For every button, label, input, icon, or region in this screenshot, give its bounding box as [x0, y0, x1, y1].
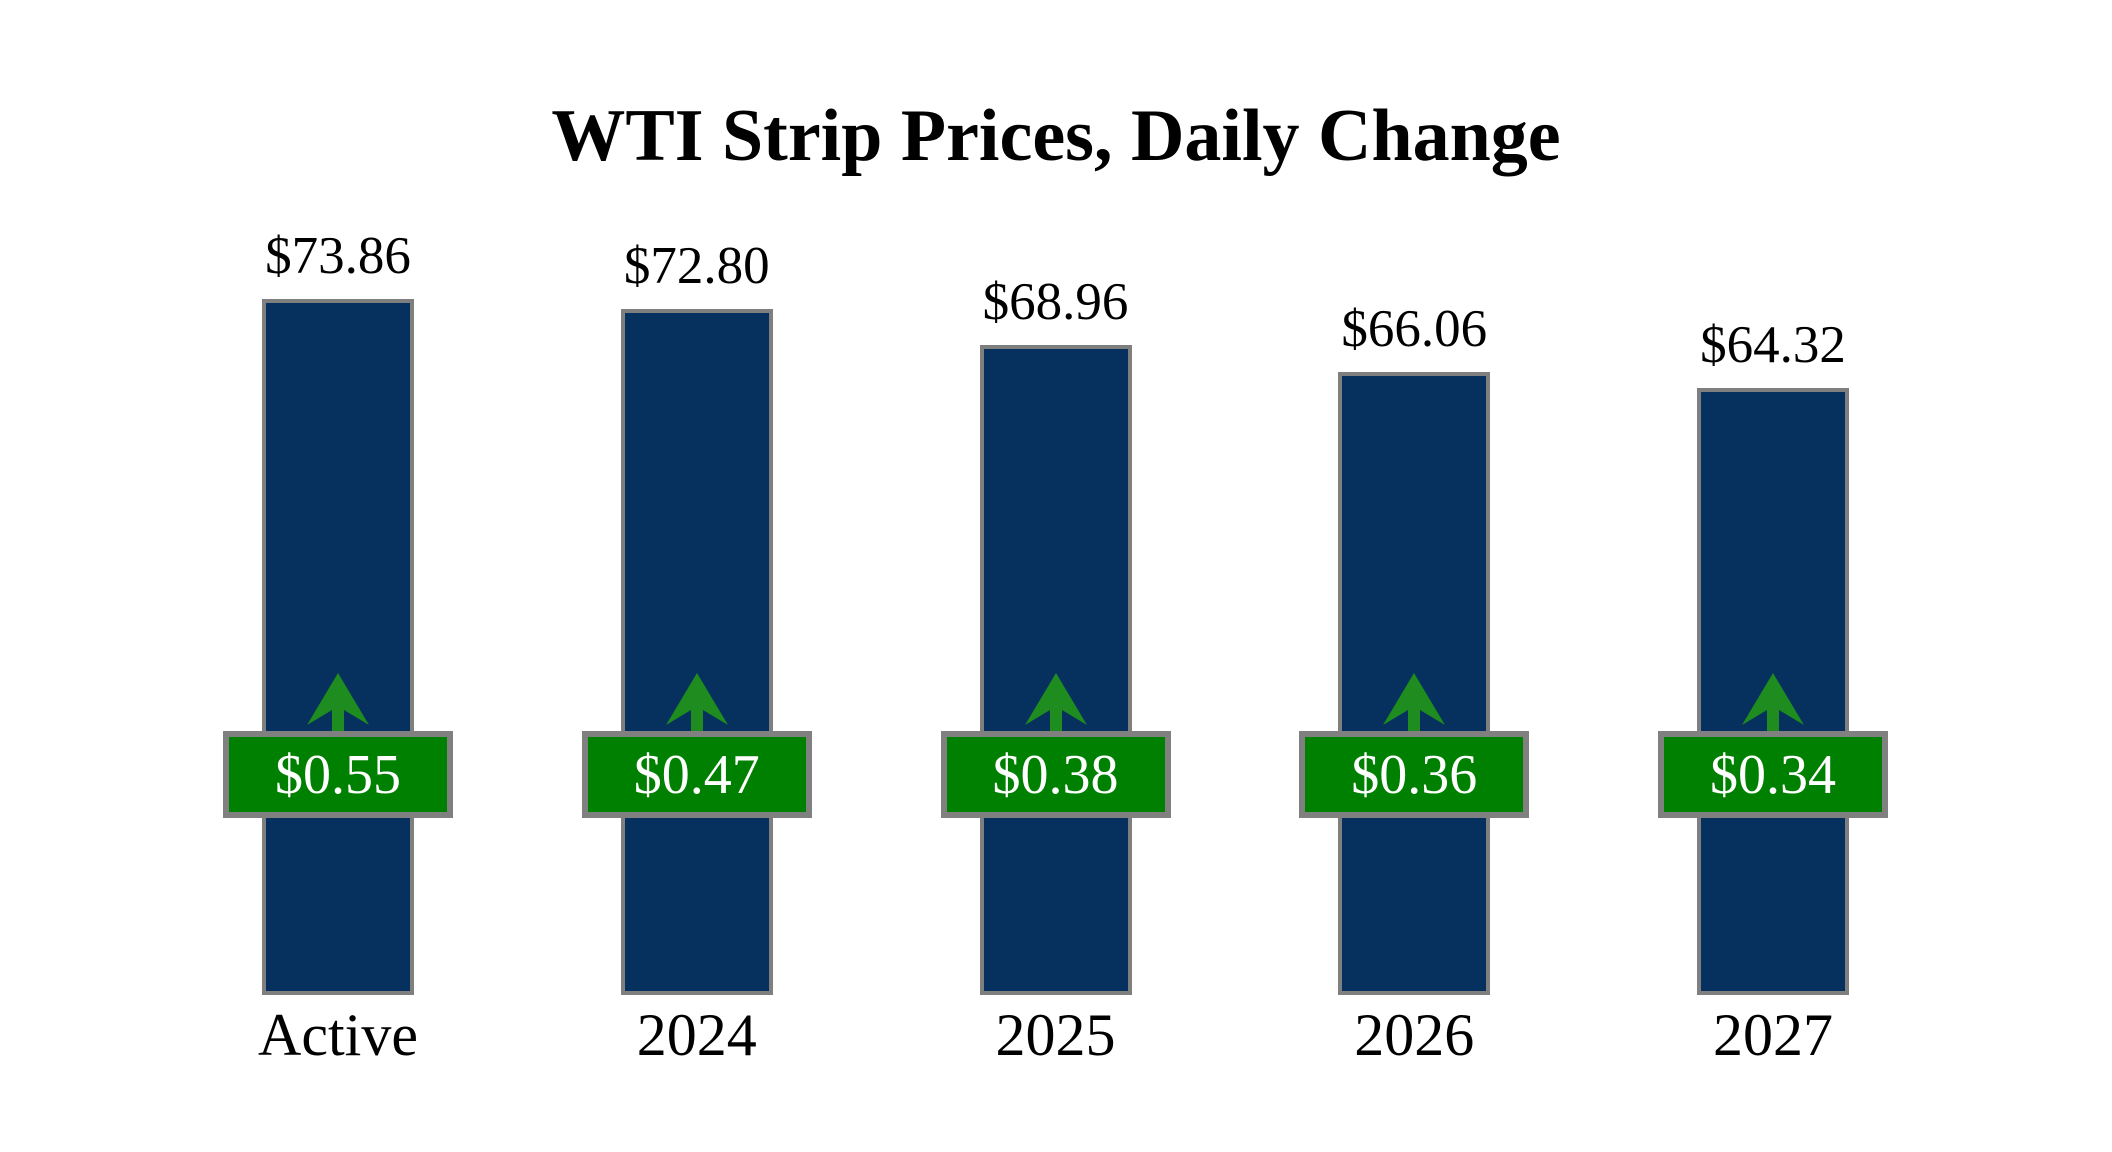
category-label: 2027 [1713, 1002, 1833, 1068]
up-arrow-icon [307, 673, 369, 731]
bar-value-label: $64.32 [1700, 315, 1846, 374]
bar-value-label: $72.80 [623, 236, 770, 295]
bar [1338, 371, 1491, 995]
up-arrow-icon [1742, 673, 1804, 731]
bar-value-label: $66.06 [1341, 299, 1488, 358]
daily-change-badge: $0.38 [940, 731, 1171, 818]
daily-change-label: $0.38 [992, 743, 1119, 806]
up-arrow-icon [1024, 673, 1087, 731]
up-arrow-icon [1383, 673, 1446, 731]
category-label: 2025 [995, 1002, 1116, 1068]
bar-value-label: $68.96 [982, 272, 1129, 331]
daily-change-label: $0.36 [1351, 743, 1478, 806]
bar [262, 299, 414, 995]
daily-change-label: $0.55 [275, 743, 401, 806]
daily-change-badge: $0.36 [1299, 731, 1530, 818]
category-label: Active [258, 1002, 418, 1068]
daily-change-badge: $0.47 [581, 731, 812, 818]
daily-change-label: $0.47 [633, 743, 760, 806]
daily-change-label: $0.34 [1710, 743, 1836, 806]
bar-value-label: $73.86 [265, 227, 411, 285]
bar [979, 344, 1132, 995]
category-label: 2024 [636, 1002, 757, 1068]
daily-change-badge: $0.55 [223, 731, 453, 818]
category-label: 2026 [1354, 1002, 1475, 1068]
bar [620, 308, 773, 995]
up-arrow-icon [665, 673, 728, 731]
chart-title: WTI Strip Prices, Daily Change [551, 95, 1561, 177]
daily-change-badge: $0.34 [1658, 731, 1888, 818]
